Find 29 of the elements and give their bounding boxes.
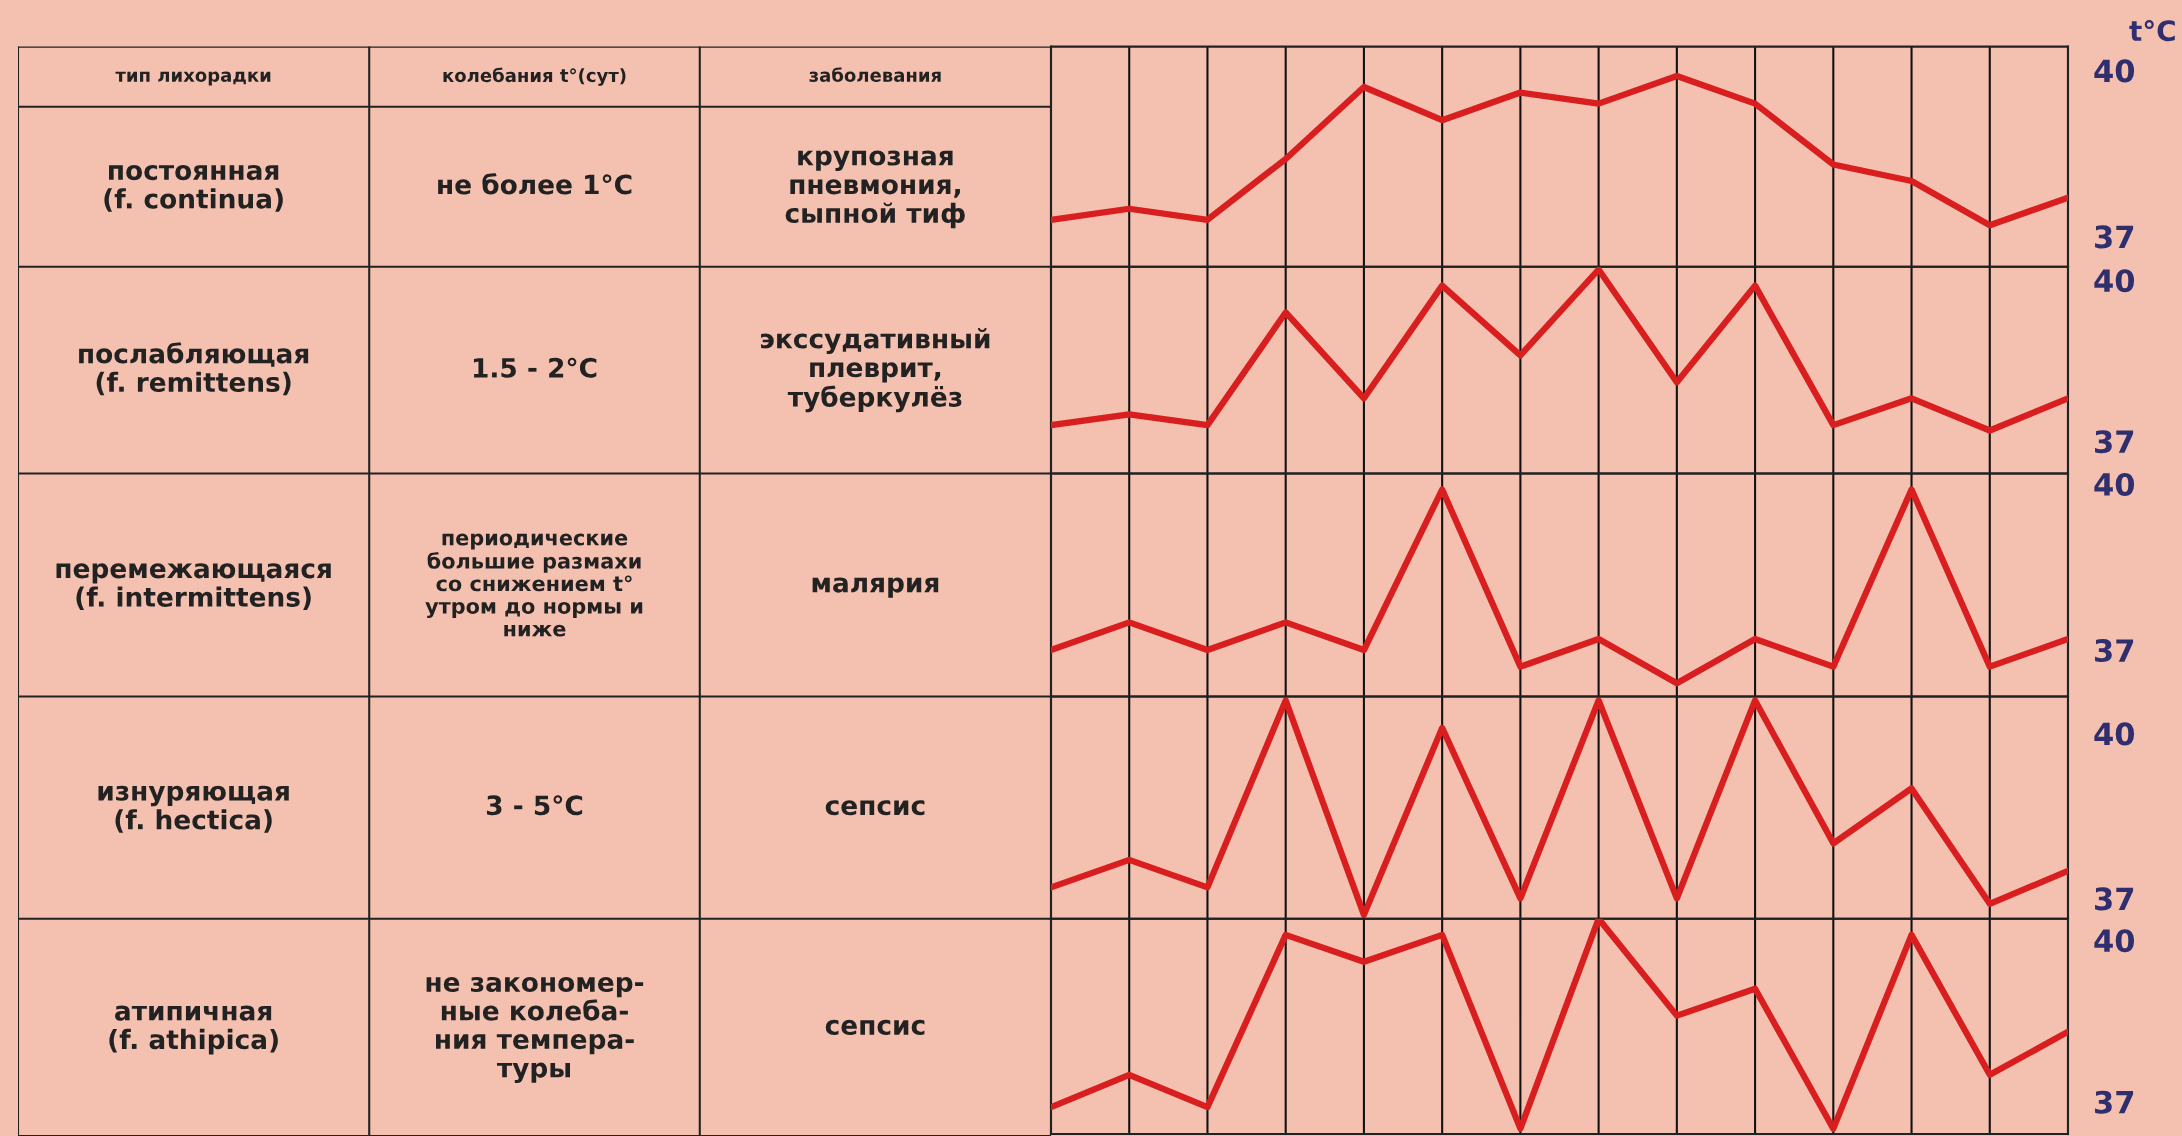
y-tick-label: 40 — [2094, 269, 2135, 293]
category-label: колебания t°(сут) — [443, 67, 626, 86]
y-tick-label: 37 — [2095, 638, 2134, 663]
y-tick-label: 37 — [2095, 1090, 2134, 1114]
category-label: заболевания — [809, 67, 941, 82]
text: экссудативный плеврит, туберкулёз — [761, 328, 990, 413]
text: атипичная (f. athipica) — [109, 1005, 278, 1055]
text: постоянная (f. continua) — [104, 165, 283, 212]
text: не более 1°C — [438, 173, 632, 195]
y-axis-title: t°C — [2129, 20, 2175, 42]
text: перемежающаяся (f. intermittens) — [56, 563, 331, 611]
text: не закономер- ные колеба- ния темпера- туры — [426, 976, 644, 1084]
text: изнуряющая (f. hectica) — [98, 785, 289, 833]
text: сепсис — [825, 1019, 925, 1036]
text: сепсис — [825, 800, 925, 816]
y-tick-label: 37 — [2095, 225, 2134, 249]
category-label: тип лихорадки — [115, 71, 271, 86]
y-tick-label: 37 — [2095, 887, 2134, 911]
y-tick-label: 40 — [2094, 472, 2135, 496]
text: 3 - 5°C — [486, 795, 583, 816]
text: периодические большие размахи со снижением t° утром до нормы и ниже — [425, 533, 643, 637]
text: малярия — [812, 577, 939, 598]
y-tick-label: 40 — [2094, 59, 2135, 83]
text: 1.5 - 2°C — [473, 357, 597, 378]
text: послабляющая (f. remittens) — [79, 342, 309, 396]
y-tick-label: 37 — [2095, 430, 2134, 454]
text: крупозная пневмония, сыпной тиф — [785, 150, 965, 229]
y-tick-label: 40 — [2094, 722, 2135, 746]
y-tick-label: 40 — [2094, 929, 2135, 953]
